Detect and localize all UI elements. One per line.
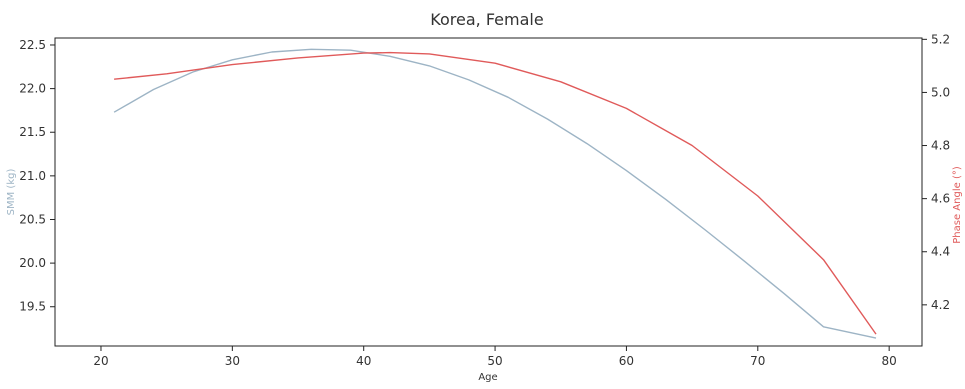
y-left-tick-label: 21.5 — [19, 125, 46, 139]
x-tick-label: 50 — [487, 354, 502, 368]
y-left-tick-label: 22.5 — [19, 38, 46, 52]
y-right-tick-label: 5.2 — [931, 32, 950, 46]
y-axis-left-title: SMM (kg) — [6, 169, 17, 216]
y-left-tick-label: 20.5 — [19, 212, 46, 226]
x-axis: 20 30 40 50 60 70 80 — [93, 346, 897, 368]
y-axis-right: 4.2 4.4 4.6 4.8 5.0 5.2 — [922, 32, 950, 312]
x-tick-label: 70 — [750, 354, 765, 368]
x-tick-label: 80 — [882, 354, 897, 368]
x-axis-title: Age — [478, 372, 497, 383]
y-right-tick-label: 5.0 — [931, 85, 950, 99]
series-line-smm — [113, 48, 877, 339]
x-tick-label: 30 — [225, 354, 240, 368]
x-tick-label: 60 — [619, 354, 634, 368]
y-left-tick-label: 21.0 — [19, 169, 46, 183]
y-right-tick-label: 4.2 — [931, 298, 950, 312]
y-right-tick-label: 4.8 — [931, 139, 950, 153]
y-right-tick-label: 4.6 — [931, 192, 950, 206]
x-tick-label: 20 — [93, 354, 108, 368]
y-left-tick-label: 20.0 — [19, 256, 46, 270]
y-axis-left: 19.5 20.0 20.5 21.0 21.5 22.0 22.5 — [19, 38, 55, 314]
y-left-tick-label: 22.0 — [19, 82, 46, 96]
plot-frame — [54, 37, 923, 347]
series-line-phase-angle — [114, 51, 877, 335]
x-tick-label: 40 — [356, 354, 371, 368]
y-axis-right-title: Phase Angle (°) — [952, 166, 963, 244]
series-layer — [113, 48, 877, 339]
chart-title: Korea, Female — [430, 10, 543, 29]
y-right-tick-label: 4.4 — [931, 245, 950, 259]
y-left-tick-label: 19.5 — [19, 300, 46, 314]
